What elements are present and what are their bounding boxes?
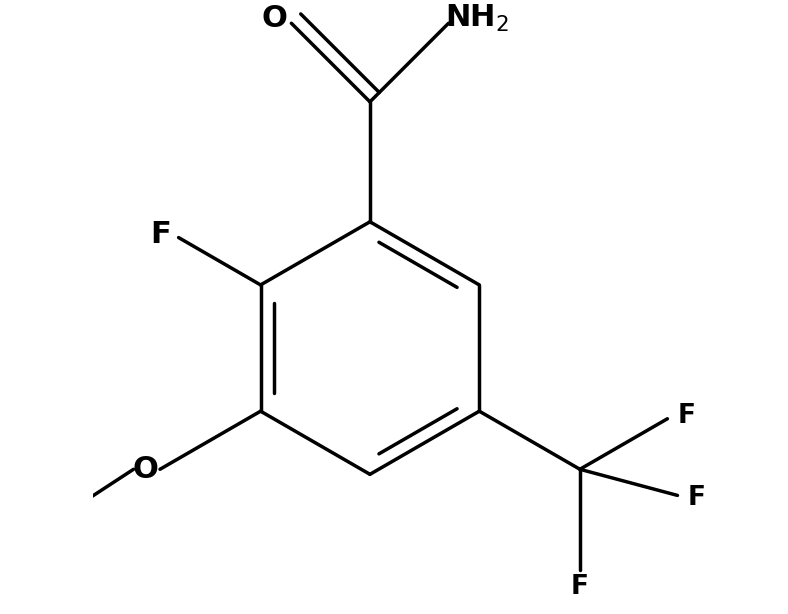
Text: F: F bbox=[571, 574, 589, 600]
Text: O: O bbox=[132, 455, 158, 484]
Text: NH$_2$: NH$_2$ bbox=[445, 3, 509, 34]
Text: F: F bbox=[151, 220, 171, 249]
Text: F: F bbox=[678, 403, 696, 429]
Text: O: O bbox=[262, 4, 288, 33]
Text: F: F bbox=[688, 485, 706, 511]
